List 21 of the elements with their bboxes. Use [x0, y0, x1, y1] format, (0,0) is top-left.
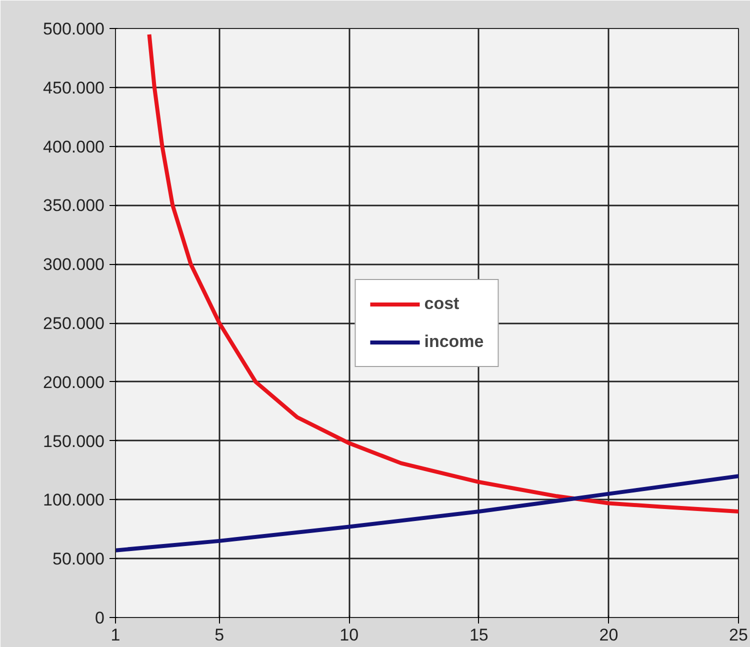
line-series — [116, 474, 738, 552]
y-tick-label: 200.000 — [43, 372, 104, 392]
y-tick-label: 350.000 — [43, 196, 104, 216]
legend-label: cost — [424, 294, 460, 314]
x-tick-label: 15 — [469, 626, 488, 644]
y-tick-label: 0 — [95, 608, 105, 628]
x-tick-label: 1 — [110, 626, 120, 644]
y-tick-label: 150.000 — [43, 432, 104, 451]
y-tick-label: 100.000 — [43, 490, 104, 510]
y-tick-label: 250.000 — [43, 314, 104, 333]
x-tick-label: 20 — [599, 626, 618, 644]
y-tick-label: 450.000 — [43, 78, 104, 98]
y-tick-label: 50.000 — [52, 550, 105, 569]
legend-label: income — [424, 332, 484, 352]
y-tick-label: 400.000 — [43, 137, 104, 156]
x-tick-label: 10 — [340, 626, 359, 644]
line-series — [147, 32, 738, 514]
x-tick-label: 25 — [729, 626, 748, 644]
x-tick-label: 5 — [214, 626, 224, 644]
y-tick-label: 300.000 — [43, 255, 104, 274]
y-tick-label: 500.000 — [43, 20, 104, 38]
